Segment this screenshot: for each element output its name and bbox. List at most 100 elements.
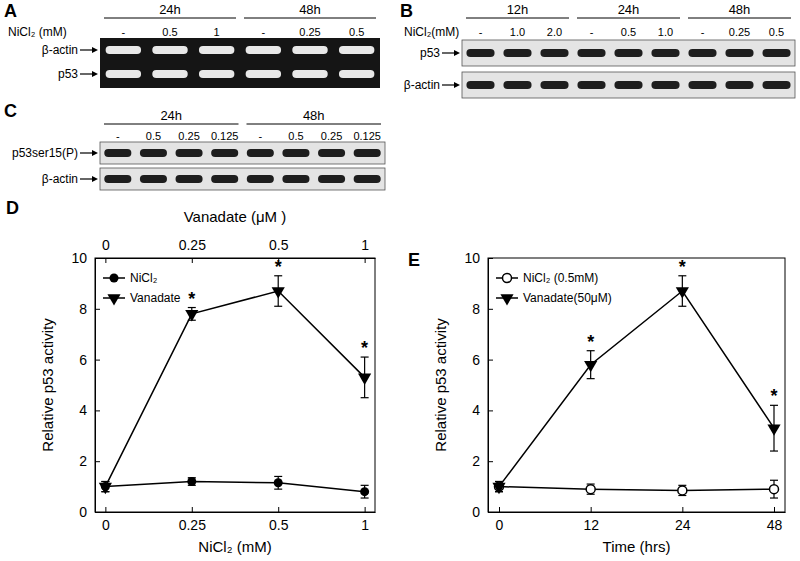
row-arrowhead	[92, 47, 98, 53]
point-marker	[274, 478, 283, 487]
tick-label: 0.5	[269, 517, 289, 533]
tick-mark	[365, 258, 366, 263]
legend: NiCl₂ Vanadate	[103, 271, 181, 306]
error-bar-part	[495, 481, 503, 482]
data-point	[676, 287, 689, 298]
blot-band	[503, 81, 531, 89]
lane-label: 2.0	[547, 26, 562, 38]
blot-strip	[100, 142, 385, 164]
tick-label: 0	[79, 504, 87, 520]
series-line	[105, 482, 364, 492]
point-marker	[358, 374, 371, 385]
significance-label: *	[361, 338, 368, 358]
panel-label: B	[400, 1, 413, 21]
row-label: β-actin	[42, 43, 78, 57]
tick-mark	[192, 258, 193, 263]
blot-band	[140, 149, 167, 157]
blot-band	[725, 81, 753, 89]
gel-background	[100, 38, 380, 88]
tick-mark	[591, 507, 592, 512]
axis-line	[96, 512, 376, 513]
blot-band	[577, 81, 605, 89]
lane-label: 0.125	[211, 130, 239, 142]
lane-label: 0.25	[178, 130, 199, 142]
point-marker	[187, 477, 196, 486]
blot-band	[540, 49, 568, 57]
tick-mark	[95, 512, 100, 513]
group-line	[247, 124, 382, 125]
data-point	[272, 287, 285, 298]
lane-label: 1.0	[658, 26, 673, 38]
error-bar-part	[274, 476, 282, 477]
blot-band	[176, 175, 203, 183]
lane-label: 0.5	[162, 26, 177, 38]
row-label: p53	[420, 46, 440, 60]
row-arrow	[80, 152, 94, 153]
row-arrow	[80, 49, 94, 50]
blot-band	[104, 149, 131, 157]
point-marker	[676, 287, 689, 298]
error-bar	[587, 484, 595, 494]
row-label: β-actin	[42, 172, 78, 186]
significance-label: *	[275, 257, 282, 277]
tick-label: 10	[71, 250, 87, 266]
group-line	[577, 18, 680, 19]
lane-label: -	[121, 26, 125, 38]
point-marker	[767, 424, 780, 435]
blot-panel: BNiCl₂(mM)12h-1.02.024h-0.51.048h-0.250.…	[400, 1, 795, 98]
blot-band	[651, 81, 679, 89]
condition-label: NiCl₂(mM)	[404, 25, 459, 39]
blot-band	[577, 49, 605, 57]
blot-band	[106, 70, 141, 78]
error-bar-part	[361, 397, 369, 398]
blot-band	[614, 49, 642, 57]
legend-item: NiCl₂	[103, 271, 158, 285]
tick-mark	[95, 461, 100, 462]
tick-mark	[488, 360, 493, 361]
tick: 1	[361, 507, 369, 533]
figure-svg: ANiCl₂ (mM)24h-0.5148h-0.250.5β-actinp53…	[0, 0, 800, 561]
lane-label: 0.25	[729, 26, 750, 38]
blot-band	[762, 81, 790, 89]
x-axis: 00.250.51	[96, 507, 376, 533]
tick: 2	[79, 453, 100, 469]
blot-band	[354, 175, 381, 183]
data-point	[185, 310, 198, 321]
blot-band	[339, 46, 374, 54]
figure: ANiCl₂ (mM)24h-0.5148h-0.250.5β-actinp53…	[0, 0, 800, 561]
y-axis: 0246810	[71, 250, 100, 520]
blot-band	[246, 46, 281, 54]
point-marker	[272, 287, 285, 298]
tick: 0.25	[179, 507, 206, 533]
blot-band	[318, 149, 345, 157]
blot-band	[688, 81, 716, 89]
data-point	[274, 478, 283, 487]
blot-band	[339, 70, 374, 78]
tick-label: 10	[464, 250, 480, 266]
data-point	[678, 486, 687, 495]
blot-band	[762, 49, 790, 57]
blot-band	[503, 49, 531, 57]
panel-label: D	[6, 198, 19, 218]
error-bar-part	[495, 481, 503, 482]
blot-band	[725, 49, 753, 57]
x2-axis-title: Vanadate (μM )	[184, 208, 287, 225]
legend-marker	[500, 294, 513, 305]
group-label: 12h	[507, 2, 529, 17]
legend-label: Vanadate	[130, 291, 181, 305]
x-axis: 0122448	[489, 507, 786, 533]
legend-item: NiCl₂ (0.5mM)	[496, 271, 598, 285]
error-bar-part	[361, 485, 369, 486]
lane-label: -	[116, 130, 120, 142]
legend-marker-shape	[503, 274, 512, 283]
tick-mark	[488, 461, 493, 462]
annotations: ***	[188, 257, 368, 358]
error-bar-part	[587, 378, 595, 379]
legend-item: Vanadate	[103, 291, 181, 306]
x-axis-title: NiCl₂ (mM)	[198, 538, 271, 555]
error-bar-part	[101, 481, 109, 482]
blot-strip	[462, 72, 795, 98]
plot-area	[492, 276, 780, 498]
tick-mark	[488, 410, 493, 411]
row-arrowhead	[454, 82, 460, 88]
